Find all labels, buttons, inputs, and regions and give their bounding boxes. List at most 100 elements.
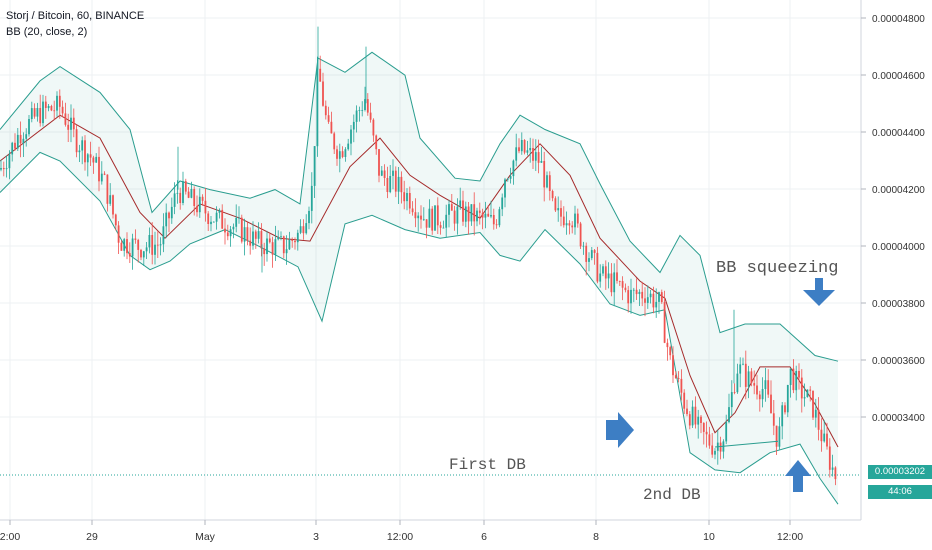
candle-body <box>140 249 142 258</box>
candle-body <box>434 205 436 231</box>
candle-body <box>495 224 498 226</box>
price-tick-label: 0.00004000 <box>872 242 925 253</box>
time-axis[interactable]: 2:00 29 May 3 12:00 6 8 10 12:00 <box>0 519 861 543</box>
candle-body <box>254 231 257 239</box>
candle-body <box>176 192 179 194</box>
candle-body <box>700 416 702 423</box>
candle-body <box>308 210 310 224</box>
candle-body <box>44 101 47 108</box>
candle-body <box>736 373 739 393</box>
candle-body <box>683 392 686 409</box>
candle-body <box>798 371 800 378</box>
candle-body <box>526 150 529 153</box>
candle-body <box>448 204 450 215</box>
candle-body <box>478 210 481 213</box>
candle-body <box>56 95 58 111</box>
candle-body <box>389 176 392 192</box>
candle-body <box>232 226 235 230</box>
candle-body <box>504 179 506 198</box>
countdown-badge: 44:06 <box>868 485 932 499</box>
candle-body <box>641 291 644 299</box>
candle-body <box>226 232 229 237</box>
candle-body <box>366 99 369 113</box>
candle-body <box>310 185 313 211</box>
candle-body <box>243 227 246 242</box>
candle-body <box>2 168 5 170</box>
candle-body <box>291 239 294 241</box>
candle-body <box>599 273 602 282</box>
candle-body <box>490 215 492 217</box>
candle-body <box>523 140 526 153</box>
candle-body <box>823 433 826 442</box>
candle-body <box>316 68 319 147</box>
candle-body <box>296 232 299 243</box>
candle-body <box>831 467 834 470</box>
candle-body <box>338 151 341 159</box>
candle-body <box>439 225 442 228</box>
candle-body <box>711 445 714 455</box>
candle-body <box>610 273 613 293</box>
bollinger-upper-band <box>0 51 839 362</box>
candle-body <box>386 178 389 192</box>
candle-body <box>484 213 487 218</box>
candle-body <box>772 413 775 426</box>
time-tick-label: 12:00 <box>777 531 803 543</box>
price-axis[interactable]: 0.00004800 0.00004600 0.00004400 0.00004200… <box>860 0 925 520</box>
candle-body <box>16 134 19 149</box>
arrow-up-icon-shaft <box>793 474 803 492</box>
candle-body <box>50 106 53 111</box>
candle-body <box>277 236 280 240</box>
candle-body <box>165 212 168 227</box>
candle-body <box>630 289 632 304</box>
bollinger-band-fill <box>0 52 838 505</box>
candle-body <box>268 238 271 243</box>
candle-body <box>92 157 95 163</box>
candle-body <box>103 173 106 175</box>
candle-body <box>613 272 616 293</box>
candle-body <box>193 189 196 206</box>
candle-body <box>235 217 238 227</box>
candle-body <box>187 191 190 198</box>
candle-body <box>568 223 571 226</box>
candle-body <box>224 228 226 233</box>
candle-body <box>190 189 193 198</box>
indicator-label[interactable]: BB (20, close, 2) <box>6 26 88 38</box>
candle-body <box>240 217 243 242</box>
candle-body <box>543 161 546 188</box>
candle-body <box>781 405 784 427</box>
candle-body <box>114 214 117 226</box>
candle-body <box>814 409 817 418</box>
candle-body <box>529 148 532 151</box>
candle-body <box>828 446 831 470</box>
candle-body <box>305 223 308 234</box>
candle-body <box>582 245 585 247</box>
candle-body <box>117 225 120 243</box>
candle-body <box>257 231 260 239</box>
candle-body <box>649 293 652 298</box>
candle-body <box>260 231 263 249</box>
candle-body <box>8 154 11 169</box>
candle-body <box>417 215 420 219</box>
candle-body <box>753 383 756 386</box>
candle-body <box>515 147 518 161</box>
candle-body <box>588 258 590 262</box>
candle-body <box>708 434 711 446</box>
candle-body <box>669 347 672 356</box>
candle-body <box>89 154 92 158</box>
candle-body <box>784 405 786 413</box>
candle-body <box>333 133 336 150</box>
candle-body <box>179 192 182 203</box>
candle-body <box>394 170 397 192</box>
price-tick-label: 0.00004800 <box>872 14 925 25</box>
candle-body <box>324 105 327 116</box>
candle-body <box>627 290 630 304</box>
candle-body <box>758 394 761 400</box>
candle-body <box>72 117 75 130</box>
candle-body <box>159 244 162 246</box>
candle-body <box>196 206 198 213</box>
candle-body <box>624 287 627 291</box>
candles <box>0 26 837 486</box>
candle-body <box>408 193 411 209</box>
candle-body <box>81 140 84 151</box>
